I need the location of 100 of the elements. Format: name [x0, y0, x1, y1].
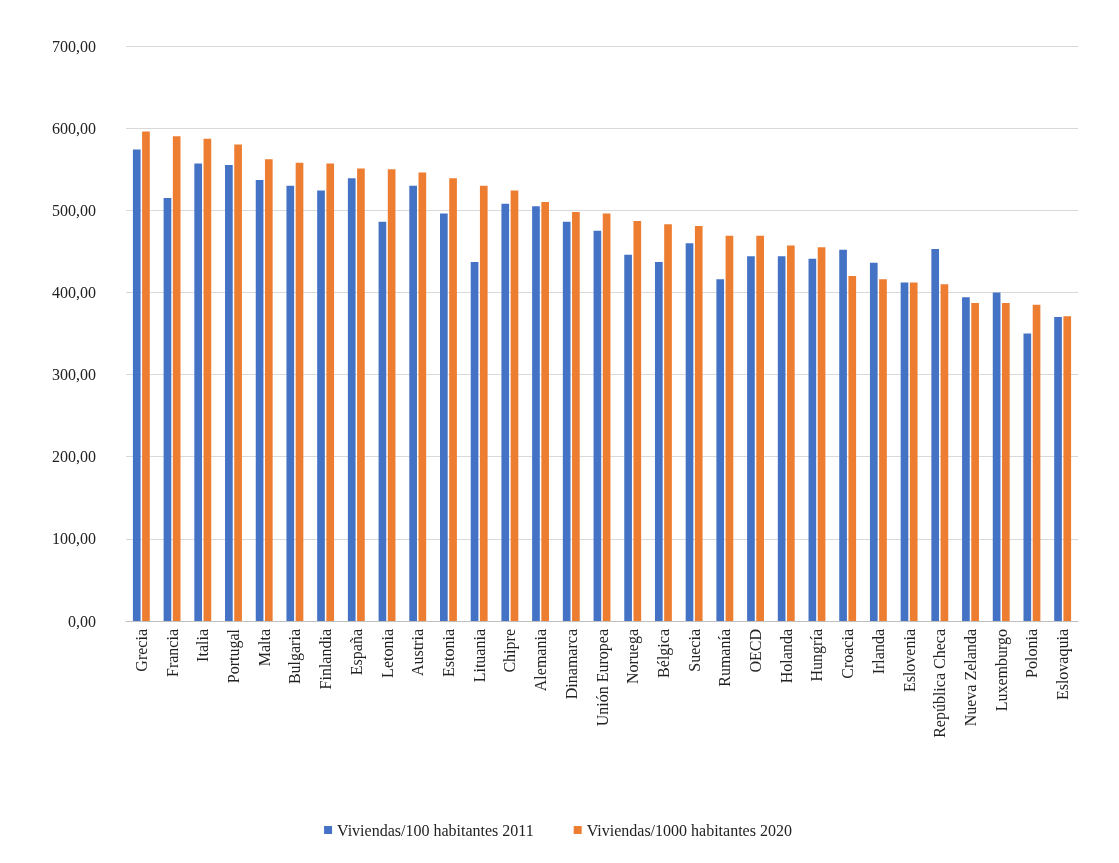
bar: [470, 262, 479, 621]
bar: [716, 279, 725, 621]
x-tick-label: Rumanía: [716, 629, 734, 687]
bar: [132, 149, 141, 621]
bar: [1023, 333, 1032, 621]
y-tick-label: 500,00: [52, 201, 96, 219]
x-tick-label: OECD: [747, 629, 765, 673]
y-tick-label: 700,00: [52, 37, 96, 55]
bar: [756, 235, 764, 621]
x-tick-label: Eslovaquia: [1054, 629, 1073, 701]
x-tick-label: Chipre: [501, 629, 520, 673]
bar: [787, 245, 795, 621]
bar: [839, 249, 847, 621]
x-tick-label: República Checa: [931, 629, 950, 738]
bar: [378, 221, 387, 621]
x-tick-label: Polonia: [1023, 629, 1041, 678]
x-tick-label: Letonia: [378, 629, 396, 678]
bar: [172, 136, 181, 621]
bar: [347, 178, 356, 621]
bar: [317, 190, 325, 621]
bar: [931, 248, 940, 621]
x-tick-label: Estonia: [439, 629, 457, 677]
y-tick-label: 300,00: [52, 366, 96, 384]
bar: [602, 213, 611, 621]
x-tick-label: Dinamarca: [562, 629, 580, 700]
x-tick-label: Noruega: [624, 629, 643, 685]
bar: [664, 224, 672, 621]
bar: [449, 178, 457, 621]
bar: [562, 221, 571, 621]
bar: [255, 179, 264, 621]
x-tick-label: Croacia: [839, 629, 857, 679]
bar: [1054, 317, 1062, 621]
bar: [940, 284, 949, 621]
x-tick-label: Austria: [409, 629, 427, 677]
bar: [479, 185, 488, 621]
x-tick-label: Italia: [194, 629, 212, 662]
bar: [992, 292, 1001, 621]
x-tick-label: Holanda: [777, 629, 795, 684]
x-tick-label: Lituania: [470, 629, 488, 683]
x-tick-label: Grecia: [132, 629, 150, 672]
x-tick-label: Hungría: [808, 629, 827, 682]
bar: [593, 230, 602, 621]
bar: [909, 282, 918, 621]
bar: [971, 303, 979, 621]
bar: [326, 163, 335, 621]
bar: [440, 213, 448, 621]
bar: [817, 247, 826, 621]
bar: [163, 197, 172, 621]
x-tick-label: Francia: [163, 629, 181, 677]
x-tick-label: Unión Europea: [593, 629, 612, 727]
bar: [624, 254, 632, 621]
y-tick-label: 100,00: [52, 530, 96, 548]
bar: [264, 159, 273, 621]
x-tick-label: Finlandia: [317, 629, 335, 690]
x-tick-label: Malta: [255, 629, 273, 667]
bar: [225, 165, 233, 621]
bar: [418, 172, 427, 621]
bar: [694, 225, 703, 621]
bar: [357, 168, 365, 621]
bar: [286, 185, 295, 621]
bar: [532, 206, 540, 621]
bar: [900, 282, 909, 621]
bar: [685, 243, 694, 621]
bar: [510, 190, 519, 621]
bar: [962, 297, 970, 621]
y-tick-label: 200,00: [52, 448, 96, 466]
bar: [387, 169, 396, 621]
bar: [633, 220, 642, 621]
bar: [142, 131, 150, 621]
bar: [1001, 303, 1010, 621]
bar: [194, 163, 203, 621]
bar: [409, 185, 417, 621]
bar: [654, 262, 663, 621]
bar: [879, 279, 887, 621]
y-tick-label: 0,00: [68, 612, 96, 630]
x-tick-label: Bulgaria: [286, 629, 305, 685]
x-tick-label: Suecia: [685, 629, 703, 672]
bar: [808, 258, 817, 621]
x-tick-label: Bélgica: [654, 629, 673, 678]
x-tick-label: Portugal: [224, 628, 243, 684]
bar: [725, 235, 734, 621]
bar: [1063, 316, 1072, 621]
x-tick-label: Luxemburgo: [992, 629, 1011, 712]
x-tick-label: Eslovenia: [900, 629, 918, 693]
legend-label: Viviendas/1000 habitantes 2020: [586, 821, 792, 839]
bar: [1032, 304, 1041, 621]
x-tick-label: Alemania: [532, 629, 550, 692]
legend-label: Viviendas/100 habitantes 2011: [337, 821, 534, 839]
bar: [869, 262, 878, 621]
bar: [295, 162, 304, 621]
bar: [203, 138, 212, 621]
bar: [234, 144, 242, 621]
y-tick-label: 400,00: [52, 283, 96, 301]
bar: [541, 202, 550, 621]
x-tick-label: Nueva Zelanda: [962, 629, 980, 727]
bar: [848, 276, 857, 621]
x-tick-label: España: [347, 629, 366, 676]
bar: [747, 256, 755, 621]
y-tick-label: 600,00: [52, 119, 96, 137]
bar: [777, 256, 786, 621]
